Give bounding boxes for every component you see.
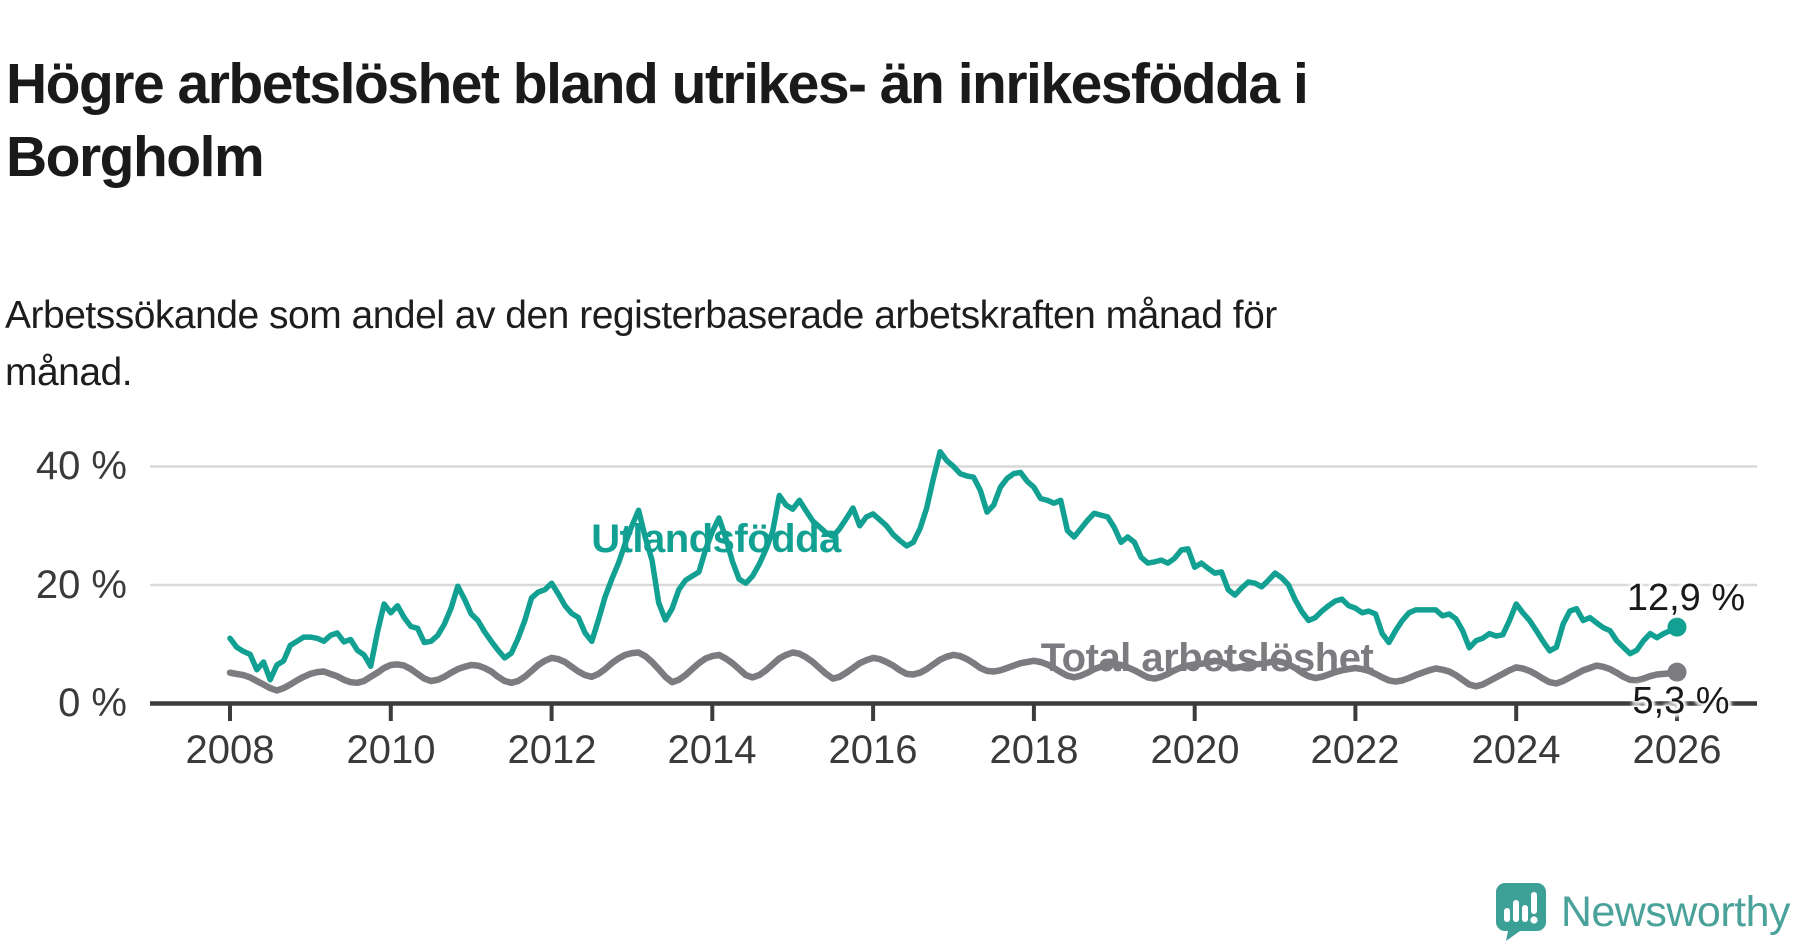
x-tick-label-2020: 2020 <box>1150 728 1240 772</box>
series-line-0 <box>227 448 1680 683</box>
x-tick-label-2026: 2026 <box>1632 728 1722 772</box>
chart-title-line1: Högre arbetslöshet bland utrikes- än inr… <box>6 52 1309 117</box>
x-tick-label-2012: 2012 <box>507 728 597 772</box>
x-tick-label-2010: 2010 <box>346 728 436 772</box>
end-value-label-utlandsfodda: 12,9 % <box>1626 577 1746 619</box>
x-axis-ticks <box>228 705 1679 721</box>
y-tick-label-0: 0 % <box>58 681 127 725</box>
series-label-total-arbetsloshet: Total arbetslöshet <box>1040 636 1374 680</box>
y-tick-label-40: 40 % <box>35 444 127 488</box>
chart-subtitle-line1: Arbetssökande som andel av den registerb… <box>5 294 1277 337</box>
newsworthy-logo: Newsworthy <box>1495 882 1791 942</box>
x-tick-label-2016: 2016 <box>828 728 918 772</box>
series-layer <box>226 448 1687 694</box>
y-tick-label-20: 20 % <box>35 563 127 607</box>
series-end-dot-0 <box>1667 617 1687 637</box>
chart-title-line2: Borgholm <box>6 125 265 190</box>
series-label-utlandsfodda: Utlandsfödda <box>591 517 841 561</box>
end-value-label-total: 5,3 % <box>1632 680 1730 722</box>
newsworthy-logo-icon <box>1495 883 1546 941</box>
chart-title: Högre arbetslöshet bland utrikes- än inr… <box>6 48 1686 194</box>
chart-subtitle-line2: månad. <box>5 351 133 395</box>
x-tick-label-2014: 2014 <box>667 728 757 772</box>
chart-subtitle: Arbetssökande som andel av den registerb… <box>5 287 1505 402</box>
x-tick-label-2008: 2008 <box>185 728 275 772</box>
x-tick-label-2022: 2022 <box>1310 728 1400 772</box>
series-end-dot-1 <box>1667 662 1687 682</box>
series-line-1 <box>226 649 1681 694</box>
x-tick-label-2024: 2024 <box>1471 728 1561 772</box>
x-tick-label-2018: 2018 <box>989 728 1079 772</box>
newsworthy-logo-text: Newsworthy <box>1560 888 1791 936</box>
